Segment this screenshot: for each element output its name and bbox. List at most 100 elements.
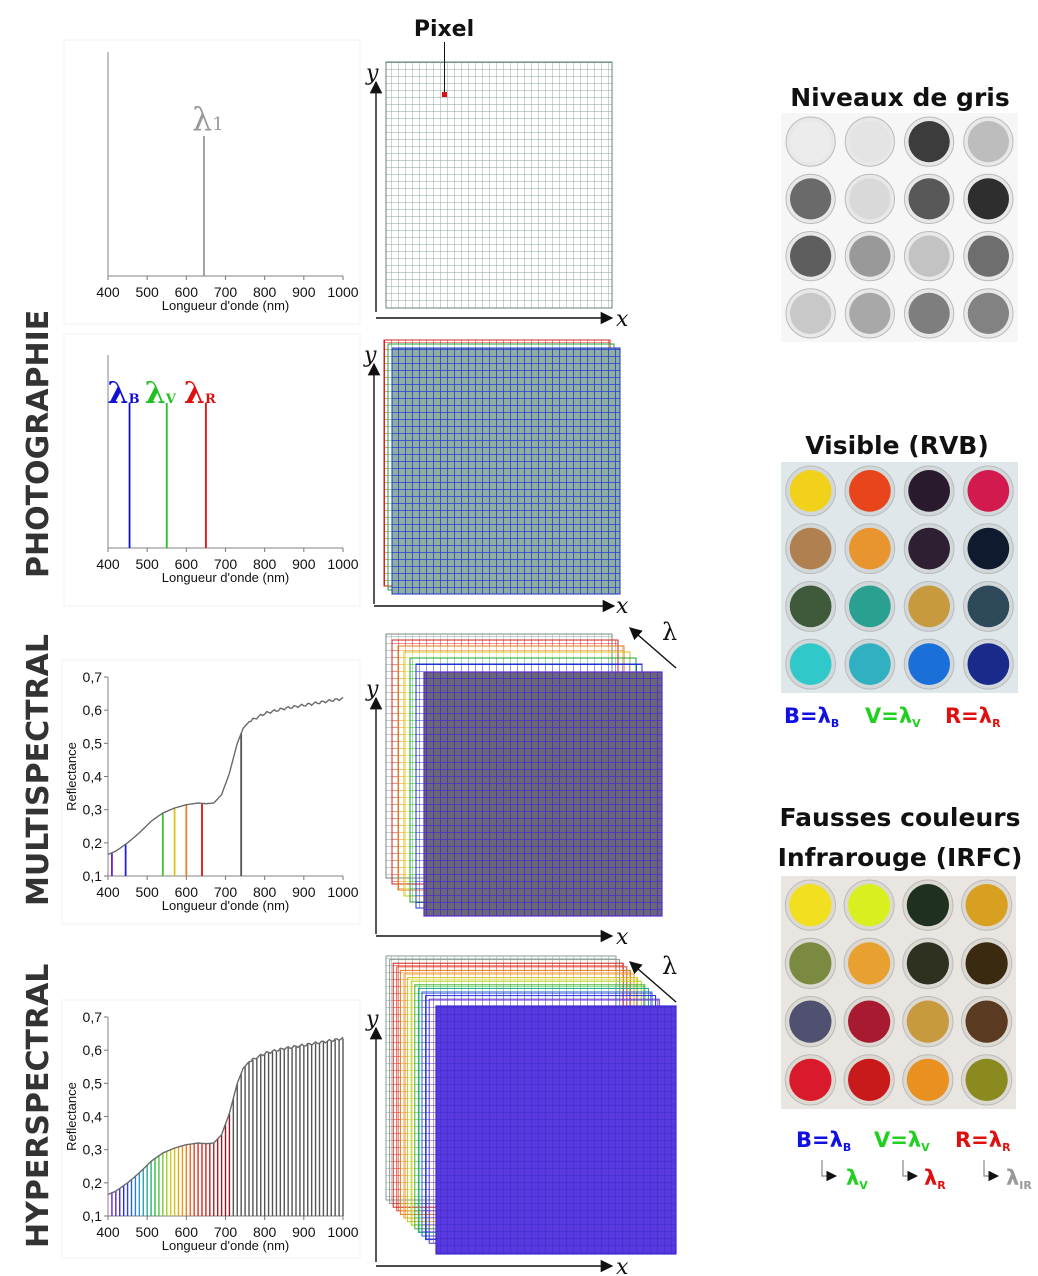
band-label-lambda: λ — [184, 376, 205, 411]
y-tick-label: 0,4 — [83, 769, 103, 785]
svg-text:B=λB: B=λB — [784, 704, 839, 730]
chart-hyperspectral-spectrum: 400 500 600 700 800 900 1000 Longueur d'onde (n… — [61, 999, 361, 1259]
well-sample — [908, 235, 950, 277]
well-sample — [790, 235, 832, 277]
reflectance-curve — [107, 1036, 344, 1196]
grid-single-band — [385, 42, 613, 309]
irfc-b-sub: B — [843, 1141, 851, 1154]
well-sample — [965, 1058, 1008, 1101]
chart-grayscale-spectrum: 400 500 600 700 800 900 1000 Longueur d'onde (n… — [63, 39, 361, 325]
photo-grayscale — [781, 113, 1018, 342]
well-sample — [908, 292, 950, 334]
y-axis-title: Reflectance — [64, 1082, 79, 1151]
chart-multispectral-spectrum: 400 500 600 700 800 900 1000 Longueur d'onde (n… — [61, 659, 361, 925]
irfc-v-sub: V — [921, 1141, 930, 1154]
well-sample — [789, 527, 832, 570]
map-r-sub: R — [937, 1179, 946, 1192]
x-label-4: x — [616, 1255, 629, 1276]
well-sample — [848, 942, 891, 985]
well-sample — [848, 884, 891, 927]
x-tick-label: 900 — [292, 1224, 316, 1240]
well-sample — [848, 1000, 891, 1043]
visible-r: R=λ — [945, 704, 992, 728]
x-tick-label: 800 — [253, 284, 277, 300]
svg-text:R=λR: R=λR — [955, 1128, 1011, 1154]
y-tick-label: 0,1 — [83, 868, 103, 884]
well-sample — [789, 585, 832, 628]
y-tick-label: 0,2 — [83, 1175, 103, 1191]
lambda-label-3: λ — [662, 618, 677, 646]
x-tick-label: 700 — [214, 884, 238, 900]
x-tick-label: 1000 — [327, 884, 358, 900]
well-sample — [790, 178, 832, 220]
y-axis-title: Reflectance — [64, 742, 79, 811]
y-tick-label: 0,2 — [83, 835, 103, 851]
well-sample — [908, 527, 950, 570]
photo-visible — [781, 462, 1018, 693]
y-tick-label: 0,3 — [83, 802, 103, 818]
well-sample — [789, 942, 832, 985]
y-label-2: y — [363, 343, 377, 368]
svg-text:R=λR: R=λR — [945, 704, 1001, 730]
well-sample — [908, 121, 950, 163]
x-tick-label: 700 — [214, 1224, 238, 1240]
well-sample — [908, 178, 950, 220]
svg-text:B=λB: B=λB — [796, 1128, 851, 1154]
x-axis-title: Longueur d'onde (nm) — [162, 298, 290, 313]
label-hyperspectral: HYPERSPECTRAL — [21, 964, 56, 1248]
photo-irfc — [781, 876, 1016, 1109]
x-tick-label: 500 — [135, 1224, 159, 1240]
band-label: λV — [145, 376, 177, 411]
x-tick-label: 1000 — [327, 1224, 358, 1240]
well-sample — [967, 585, 1010, 628]
well-sample — [906, 942, 949, 985]
x-tick-label: 700 — [214, 284, 238, 300]
x-tick-label: 500 — [135, 884, 159, 900]
well-sample — [967, 527, 1010, 570]
x-tick-label: 900 — [292, 556, 316, 572]
x-axis-title: Longueur d'onde (nm) — [162, 898, 290, 913]
well-sample — [967, 643, 1010, 685]
map-ir-sub: IR — [1019, 1179, 1032, 1192]
well-sample — [789, 470, 832, 512]
y-label-3: y — [365, 677, 379, 702]
well-sample — [967, 235, 1009, 277]
lambda-axis-4 — [629, 961, 677, 1003]
svg-text:λR: λR — [924, 1166, 946, 1192]
well-sample — [849, 121, 891, 163]
band-label-lambda: λ — [145, 376, 166, 411]
y-tick-label: 0,6 — [83, 702, 103, 718]
well-sample — [965, 884, 1008, 927]
chart-rgb-spectrum: 400 500 600 700 800 900 1000 Longueur d'onde (n… — [63, 333, 361, 607]
pixel-label: Pixel — [414, 17, 474, 42]
well-sample — [848, 1058, 891, 1101]
y-tick-label: 0,6 — [83, 1042, 103, 1058]
well-sample — [849, 643, 891, 685]
visible-b-sub: B — [831, 717, 839, 730]
band-label-sub: 1 — [212, 114, 223, 135]
lambda-axis-3 — [629, 627, 677, 669]
irfc-title-1: Fausses couleurs — [780, 803, 1021, 832]
well-sample — [789, 643, 832, 685]
x-label-1: x — [616, 307, 629, 332]
well-sample — [908, 643, 950, 685]
gray-title: Niveaux de gris — [790, 83, 1009, 112]
band-label-sub: R — [205, 392, 216, 407]
well-sample — [789, 1058, 832, 1101]
visible-legend: B=λB V=λV R=λR — [784, 704, 1001, 730]
well-sample — [849, 585, 891, 628]
irfc-b: B=λ — [796, 1128, 843, 1152]
well-sample — [908, 470, 950, 512]
y-label-4: y — [365, 1007, 379, 1032]
x-tick-label: 700 — [214, 556, 238, 572]
irfc-r: R=λ — [955, 1128, 1002, 1152]
well-sample — [967, 178, 1009, 220]
well-sample — [789, 884, 832, 927]
band-label-lambda: λ — [108, 376, 129, 411]
map-ir: λ — [1006, 1166, 1019, 1190]
x-tick-label: 500 — [135, 556, 159, 572]
well-sample — [849, 527, 891, 570]
x-tick-label: 600 — [175, 1224, 199, 1240]
well-sample — [849, 470, 891, 512]
map-arrow-v — [902, 1160, 919, 1182]
